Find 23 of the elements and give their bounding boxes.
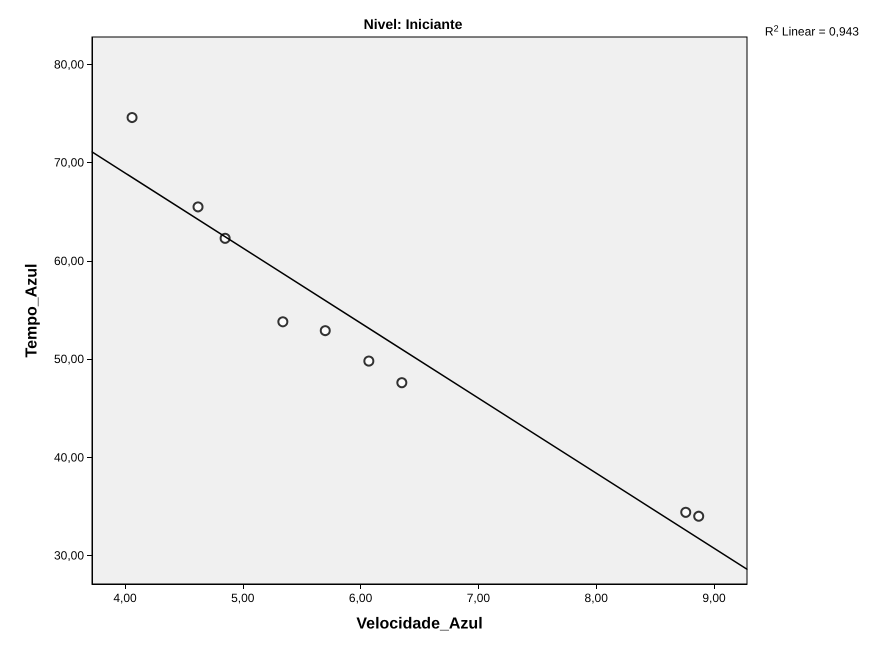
y-tick-label: 60,00 [54,254,84,268]
x-tick-label: 4,00 [113,591,137,605]
point [396,377,408,388]
point [363,356,374,367]
point [693,510,704,522]
y-tick-label: 80,00 [54,57,84,72]
y-tick-label: 50,00 [54,352,84,366]
x-tick-label: 9,00 [702,591,726,605]
x-axis-title: Velocidade_Azul [356,616,483,632]
y-tick-label: 40,00 [54,450,84,464]
y-tick-label: 30,00 [54,548,84,563]
x-tick-label: 6,00 [348,591,373,605]
x-tick-label: 8,00 [584,591,608,605]
chart-title: Nivel: Iniciante [364,16,463,32]
y-tick-label: 70,00 [54,156,84,170]
x-tick-label: 5,00 [231,591,255,605]
point [277,316,288,328]
point [680,506,692,518]
y-axis-title: Tempo_Azul [24,264,40,358]
point [192,201,204,212]
x-tick-label: 7,00 [466,591,490,605]
point [320,325,331,336]
point [126,112,138,124]
